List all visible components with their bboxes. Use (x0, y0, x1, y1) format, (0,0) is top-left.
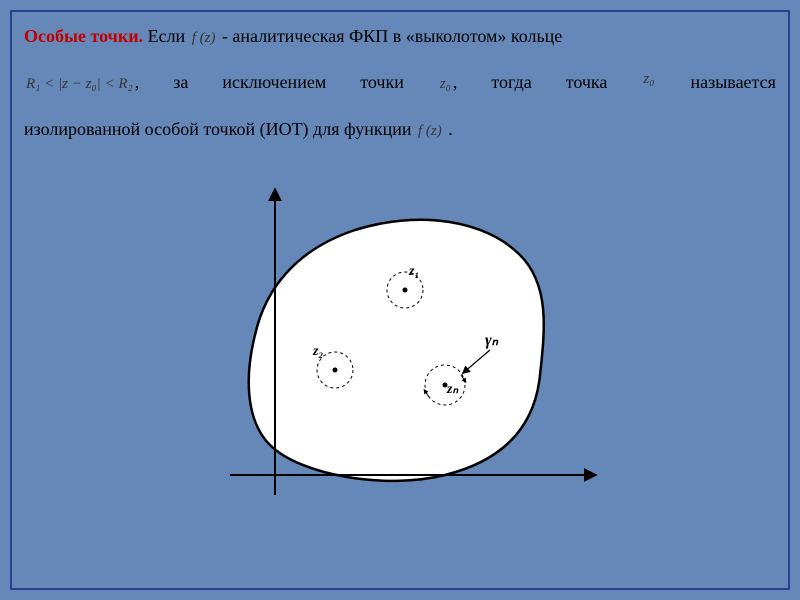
word-togda: тогда (491, 66, 531, 98)
paragraph-line-1: Особые точки. Если f (z) - аналитическая… (24, 20, 776, 52)
paragraph-line-3: изолированной особой точкой (ИОТ) для фу… (24, 113, 776, 145)
word-za: за (173, 66, 188, 98)
word-isklyucheniem: исключением (222, 66, 326, 98)
title: Особые точки. (24, 26, 143, 46)
math-ring: R₁ < |z − z₀| < R₂ (24, 76, 135, 92)
math-fz-2: f (z) (416, 123, 444, 139)
text-iot: изолированной особой точкой (ИОТ) для фу… (24, 119, 416, 139)
word-tochka: точка (566, 66, 608, 98)
point-label-1: z₂ (312, 344, 323, 359)
region-blob (249, 220, 544, 481)
period: . (444, 119, 453, 139)
word-nazyvaetsya: называется (690, 66, 775, 98)
text-analytic: - аналитическая ФКП в «выколотом» кольце (217, 26, 562, 46)
math-fz-1: f (z) (190, 30, 218, 46)
diagram-container: z₁ z₂ zₙ γₙ (24, 175, 776, 505)
point-dot-1 (333, 368, 338, 373)
point-label-0: z₁ (408, 264, 419, 279)
math-z0-2: z₀ (641, 66, 656, 98)
comma-1: , (135, 72, 140, 92)
point-dot-0 (403, 288, 408, 293)
diagram-svg: z₁ z₂ zₙ γₙ (185, 175, 615, 505)
comma-2: , (453, 72, 458, 92)
paragraph-line-2: R₁ < |z − z₀| < R₂, за исключением точки… (24, 66, 776, 98)
point-label-2: zₙ (446, 382, 459, 397)
content-frame: Особые точки. Если f (z) - аналитическая… (10, 10, 790, 590)
gamma-label: γₙ (485, 332, 499, 349)
word-tochki: точки (360, 66, 404, 98)
math-z0-1: z₀ (438, 76, 453, 92)
text-if: Если (143, 26, 190, 46)
